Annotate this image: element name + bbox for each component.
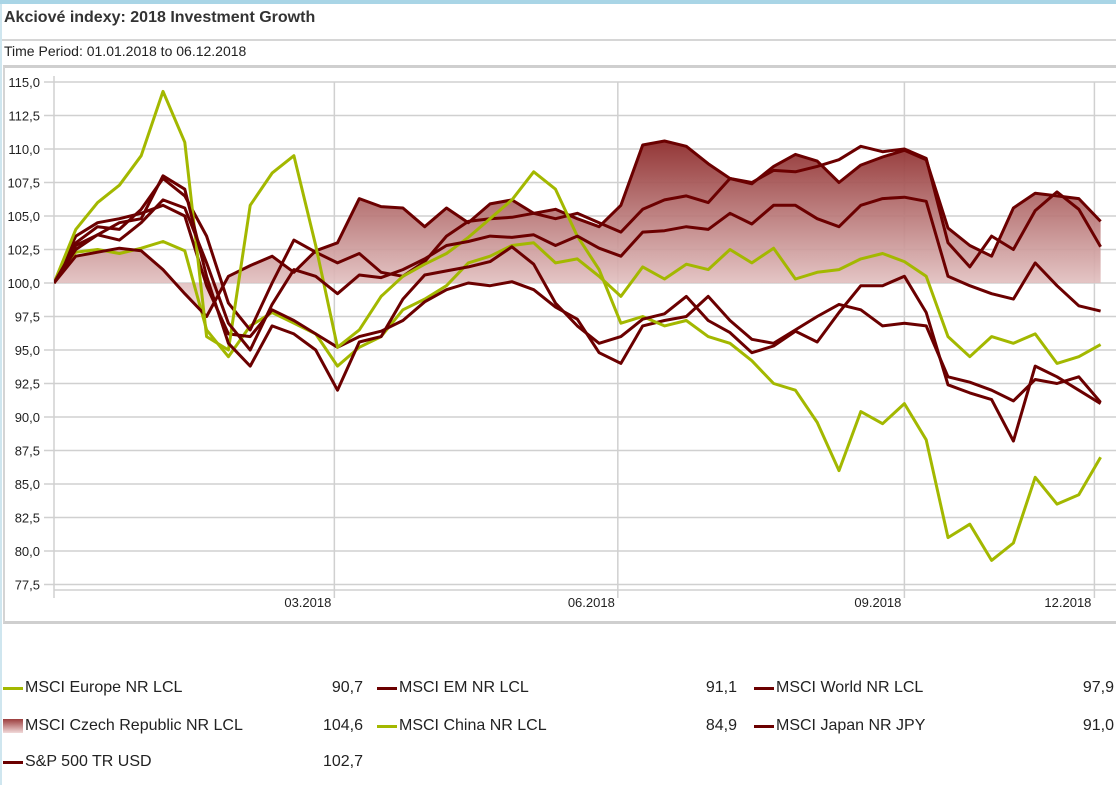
y-tick-label: 82,5	[15, 511, 40, 526]
maroon-line-swatch-icon	[3, 761, 23, 764]
y-tick-label: 110,0	[8, 142, 40, 157]
left-border	[0, 4, 2, 785]
legend-item[interactable]: MSCI Europe NR LCL 90,7	[3, 678, 363, 698]
y-tick-label: 77,5	[15, 578, 40, 593]
y-tick-label: 92,5	[15, 377, 40, 392]
x-tick-label: 03.2018	[284, 595, 331, 610]
legend-label: MSCI EM NR LCL	[399, 679, 529, 696]
chart-frame	[3, 65, 1116, 624]
y-tick-label: 97,5	[15, 310, 40, 325]
legend-item[interactable]: MSCI EM NR LCL 91,1	[377, 678, 739, 698]
area-fill-msci-czech-republic-nr-lcl	[54, 141, 1101, 317]
legend-item[interactable]: S&P 500 TR USD 102,7	[3, 752, 363, 772]
y-tick-label: 115,0	[8, 75, 40, 90]
time-period: Time Period: 01.01.2018 to 06.12.2018	[4, 43, 247, 59]
legend-value: 97,9	[1082, 679, 1114, 696]
legend-value: 90,7	[331, 679, 363, 696]
y-tick-label: 100,0	[7, 276, 40, 291]
legend-label: MSCI China NR LCL	[399, 717, 547, 734]
legend-item[interactable]: MSCI China NR LCL 84,9	[377, 716, 739, 736]
area-swatch-icon	[3, 719, 23, 733]
y-tick-label: 80,0	[15, 544, 40, 559]
y-tick-label: 105,0	[7, 209, 40, 224]
x-tick-label: 09.2018	[854, 595, 901, 610]
legend-value: 104,6	[322, 717, 363, 734]
green-line-swatch-icon	[3, 687, 23, 690]
maroon-line-swatch-icon	[377, 687, 397, 690]
y-tick-label: 87,5	[15, 444, 40, 459]
x-tick-label: 12.2018	[1044, 595, 1091, 610]
legend-label: MSCI Czech Republic NR LCL	[25, 717, 243, 734]
legend-item[interactable]: MSCI World NR LCL 97,9	[754, 678, 1116, 698]
y-tick-label: 107,5	[7, 176, 40, 191]
area-series	[54, 141, 1101, 317]
legend-label: S&P 500 TR USD	[25, 753, 152, 770]
legend-label: MSCI Japan NR JPY	[776, 717, 926, 734]
maroon-line-swatch-icon	[754, 687, 774, 690]
legend-value: 91,1	[705, 679, 737, 696]
x-tick-label: 06.2018	[568, 595, 615, 610]
legend-value: 102,7	[322, 753, 363, 770]
legend-label: MSCI Europe NR LCL	[25, 679, 183, 696]
grid	[44, 76, 1116, 598]
y-tick-label: 102,5	[7, 243, 40, 258]
x-axis: 03.2018 06.2018 09.2018 12.2018	[284, 595, 1091, 610]
y-tick-label: 85,0	[15, 477, 40, 492]
legend-label: MSCI World NR LCL	[776, 679, 924, 696]
maroon-line-swatch-icon	[754, 725, 774, 728]
green-line-swatch-icon	[377, 725, 397, 728]
top-accent-bar	[0, 0, 1116, 4]
line-series	[54, 89, 1102, 562]
legend-value: 84,9	[705, 717, 737, 734]
y-tick-label: 95,0	[15, 343, 40, 358]
legend-item[interactable]: MSCI Japan NR JPY 91,0	[754, 716, 1116, 736]
y-axis: 115,0 112,5 110,0 107,5 105,0 102,5 100,0 97,5 9…	[7, 75, 40, 593]
y-tick-label: 112,5	[8, 109, 40, 124]
legend-value: 91,0	[1082, 717, 1114, 734]
legend-item[interactable]: MSCI Czech Republic NR LCL 104,6	[3, 716, 363, 736]
title-divider	[2, 39, 1116, 41]
chart-title: Akciové indexy: 2018 Investment Growth	[4, 9, 316, 26]
y-tick-label: 90,0	[15, 410, 40, 425]
